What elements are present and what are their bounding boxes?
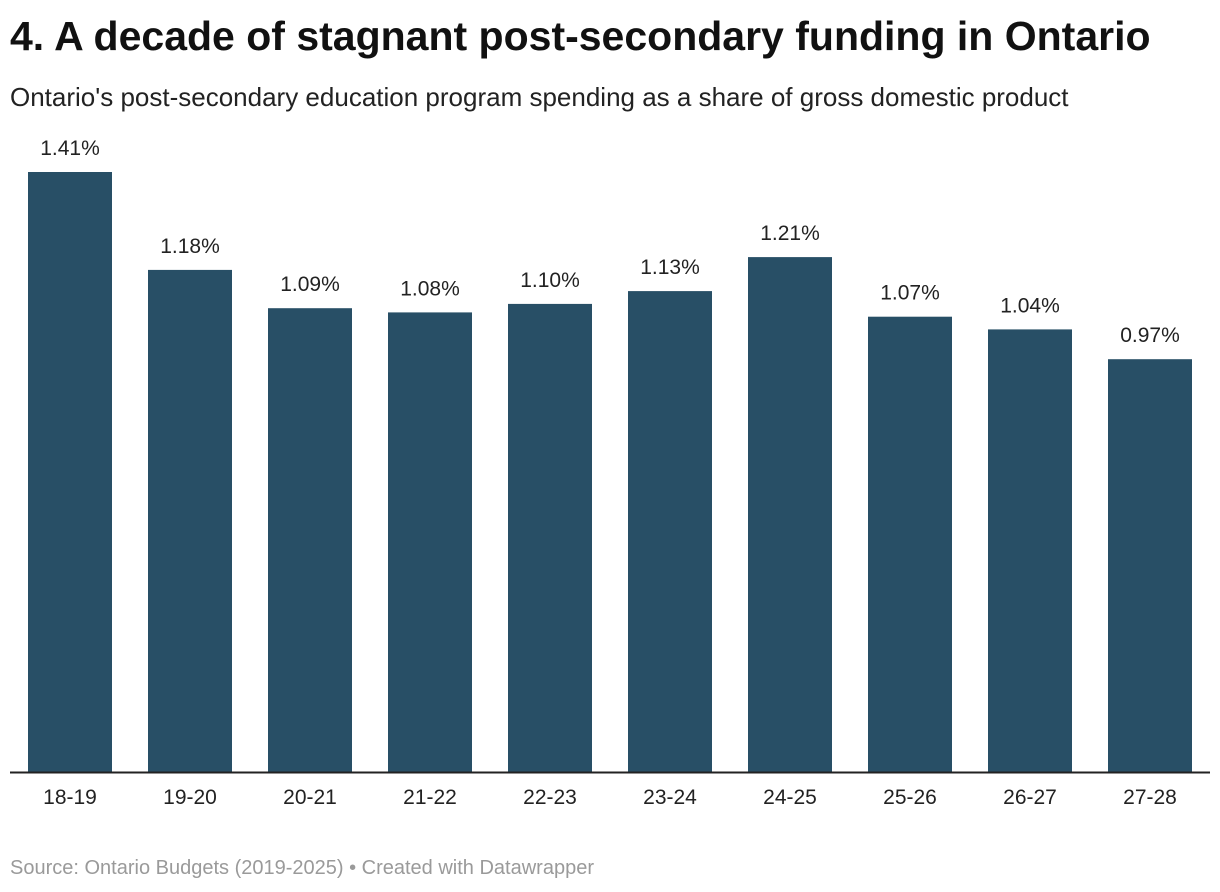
bar-20-21	[268, 308, 352, 772]
bar-26-27	[988, 329, 1072, 772]
value-label-21-22: 1.08%	[400, 277, 460, 300]
bar-22-23	[508, 303, 592, 772]
x-tick-label-24-25: 24-25	[763, 786, 817, 809]
x-tick-label-23-24: 23-24	[643, 786, 697, 809]
x-tick-label-20-21: 20-21	[283, 786, 337, 809]
x-tick-label-27-28: 27-28	[1123, 786, 1177, 809]
x-axis-tick-labels: 18-19 19-20 20-21 21-22 22-23 23-24 24-25 25-26…	[43, 786, 1177, 809]
value-label-23-24: 1.13%	[640, 256, 700, 279]
value-label-22-23: 1.10%	[520, 269, 580, 292]
bar-21-22	[388, 312, 472, 772]
value-label-24-25: 1.21%	[760, 222, 820, 245]
chart-subtitle: Ontario's post-secondary education progr…	[10, 82, 1069, 112]
bar-19-20	[148, 269, 232, 772]
x-tick-label-19-20: 19-20	[163, 786, 217, 809]
bar-24-25	[748, 257, 832, 773]
bar-27-28	[1108, 359, 1192, 772]
x-tick-label-18-19: 18-19	[43, 786, 97, 809]
bar-25-26	[868, 316, 952, 772]
bar-23-24	[628, 291, 712, 772]
bar-18-19	[28, 172, 112, 772]
value-labels-group: 1.41% 1.18% 1.09% 1.08% 1.10% 1.13% 1.21% 1.07%…	[40, 137, 1180, 347]
chart-title: 4. A decade of stagnant post-secondary f…	[10, 13, 1151, 59]
x-tick-label-25-26: 25-26	[883, 786, 937, 809]
x-tick-label-26-27: 26-27	[1003, 786, 1057, 809]
value-label-26-27: 1.04%	[1000, 294, 1060, 317]
x-tick-label-21-22: 21-22	[403, 786, 457, 809]
value-label-18-19: 1.41%	[40, 137, 100, 160]
value-label-19-20: 1.18%	[160, 235, 220, 258]
x-tick-label-22-23: 22-23	[523, 786, 577, 809]
value-label-27-28: 0.97%	[1120, 324, 1180, 347]
value-label-25-26: 1.07%	[880, 282, 940, 305]
bars-group	[28, 172, 1192, 773]
source-footer: Source: Ontario Budgets (2019-2025) • Cr…	[10, 857, 594, 879]
value-label-20-21: 1.09%	[280, 273, 340, 296]
